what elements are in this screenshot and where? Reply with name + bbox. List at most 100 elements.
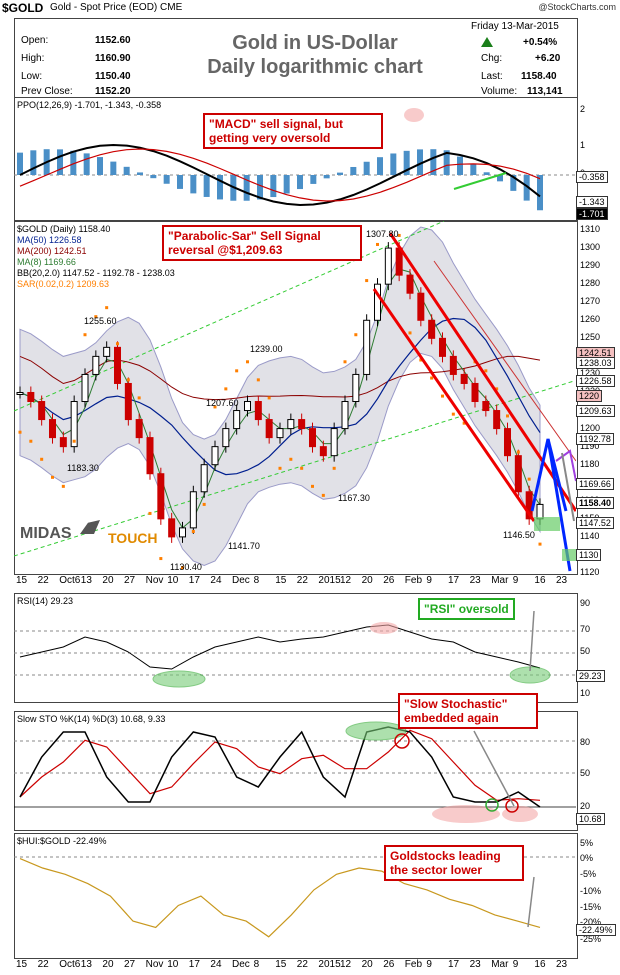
x-tick-label: 27 (124, 575, 136, 586)
ppo-hist-bar (483, 172, 490, 175)
price-svg (14, 221, 576, 572)
ppo-tick: 1 (580, 140, 586, 150)
x-tick-label: 15 (16, 959, 28, 970)
hui-tick: -20% (580, 917, 602, 927)
x-tick-label: 10 (167, 959, 179, 970)
x-tick-label: 9 (512, 575, 519, 586)
high-label: High: (21, 53, 45, 64)
price-tick: 1270 (580, 296, 601, 307)
candle-body (330, 428, 338, 457)
chg-value: +6.20 (535, 53, 561, 64)
sar-dot (365, 279, 369, 283)
price-tag: 1169.66 (576, 478, 614, 490)
hui-tick: -5% (580, 869, 597, 879)
rsi-callout: "RSI" oversold (418, 598, 515, 620)
sar-dot (462, 421, 466, 425)
quote-date: Friday 13-Mar-2015 (471, 21, 559, 32)
sto-callout: "Slow Stochastic" embedded again (398, 693, 538, 729)
candle-body (222, 428, 230, 448)
sto-tag: 10.68 (576, 813, 605, 825)
sar-dot (397, 233, 401, 237)
sar-dot (376, 242, 379, 246)
sar-dot (224, 387, 228, 391)
ppo-svg (14, 108, 576, 211)
candle-body (352, 373, 360, 403)
ppo-legend: PPO(12,26,9) -1.701, -1.343, -0.358 (17, 100, 162, 110)
hui-tick: -15% (580, 902, 602, 912)
rsi-tick: 90 (580, 598, 591, 608)
x-tick-label: 26 (383, 959, 395, 970)
candle-body (103, 346, 111, 357)
sar-dot (441, 394, 444, 398)
sar-dot (267, 396, 271, 400)
sar-dot (321, 493, 325, 497)
ppo-hist-bar (537, 175, 543, 211)
candle-body (124, 382, 132, 421)
prev-label: Prev Close: (21, 86, 73, 97)
last-value: 1158.40 (521, 71, 557, 82)
x-tick-label: Feb (404, 575, 423, 586)
ppo-hist-bar (83, 153, 90, 175)
ppo-hist-bar (350, 166, 357, 175)
legend-sar: SAR(0.02,0.2) 1209.63 (17, 279, 110, 289)
candle-body (439, 337, 446, 357)
ppo-hist-bar (443, 150, 450, 175)
candle-body (449, 355, 457, 375)
x-tick-label: 2015 (318, 575, 341, 586)
sar-dot (484, 369, 488, 373)
candle-body (135, 419, 143, 439)
sar-dot (83, 333, 87, 337)
annot: 1167.30 (338, 493, 370, 503)
candle-body (157, 473, 165, 520)
candle-body (514, 455, 522, 493)
x-tick-label: 12 (340, 959, 352, 970)
x-tick-label: 22 (296, 575, 308, 586)
candle-body (276, 428, 284, 439)
ppo-tag: -0.358 (576, 171, 608, 183)
sar-dot (137, 396, 141, 400)
sar-dot (40, 457, 44, 461)
subtitle: Gold - Spot Price (EOD) CME (50, 2, 183, 13)
candle-body (168, 518, 176, 538)
hui-tick: -10% (580, 886, 602, 896)
ppo-hist-bar (150, 175, 157, 179)
candle-body (493, 410, 501, 430)
candle-body (287, 419, 295, 430)
candle-body (309, 428, 316, 448)
sar-dot (408, 331, 412, 335)
candle-body (244, 401, 251, 412)
ppo-hist-bar (217, 175, 223, 200)
sar-dot (202, 502, 206, 506)
main-legend: $GOLD (Daily) 1158.40 MA(50) 1226.58 MA(… (17, 224, 175, 290)
quote-box: Open: 1152.60 High: 1160.90 Low: 1150.40… (14, 18, 578, 98)
x-tick-label: 2015 (318, 959, 341, 970)
ppo-hist-bar (190, 175, 197, 194)
ppo-hist-bar (123, 166, 130, 175)
ppo-tick: 2 (580, 104, 586, 114)
candle-body (49, 419, 56, 439)
sar-dot (495, 387, 499, 391)
x-tick-label: Oct6 (59, 575, 81, 586)
x-tick-label: 13 (80, 959, 92, 970)
open-value: 1152.60 (95, 35, 131, 46)
ppo-hist-bar (430, 149, 437, 175)
ppo-hist-bar (30, 150, 37, 175)
ppo-hist-bar (337, 172, 343, 175)
x-tick-label: 8 (253, 959, 260, 970)
annot: 1141.70 (228, 541, 260, 551)
sto-svg (14, 721, 576, 823)
sar-dot (311, 484, 314, 488)
annot: 1183.30 (67, 463, 99, 473)
sar-dot (235, 369, 239, 373)
sar-dot (256, 378, 260, 382)
candle-body (211, 446, 219, 466)
legend-bb: BB(20,2.0) 1147.52 - 1192.78 - 1238.03 (17, 268, 175, 278)
candle-body (254, 401, 262, 421)
sar-dot (538, 542, 542, 546)
x-tick-label: 10 (167, 575, 179, 586)
candle-body (298, 419, 306, 430)
candle-body (406, 274, 414, 294)
candle-body (16, 391, 24, 395)
watermark-left: MIDAS (20, 525, 72, 542)
sar-dot (18, 430, 22, 434)
